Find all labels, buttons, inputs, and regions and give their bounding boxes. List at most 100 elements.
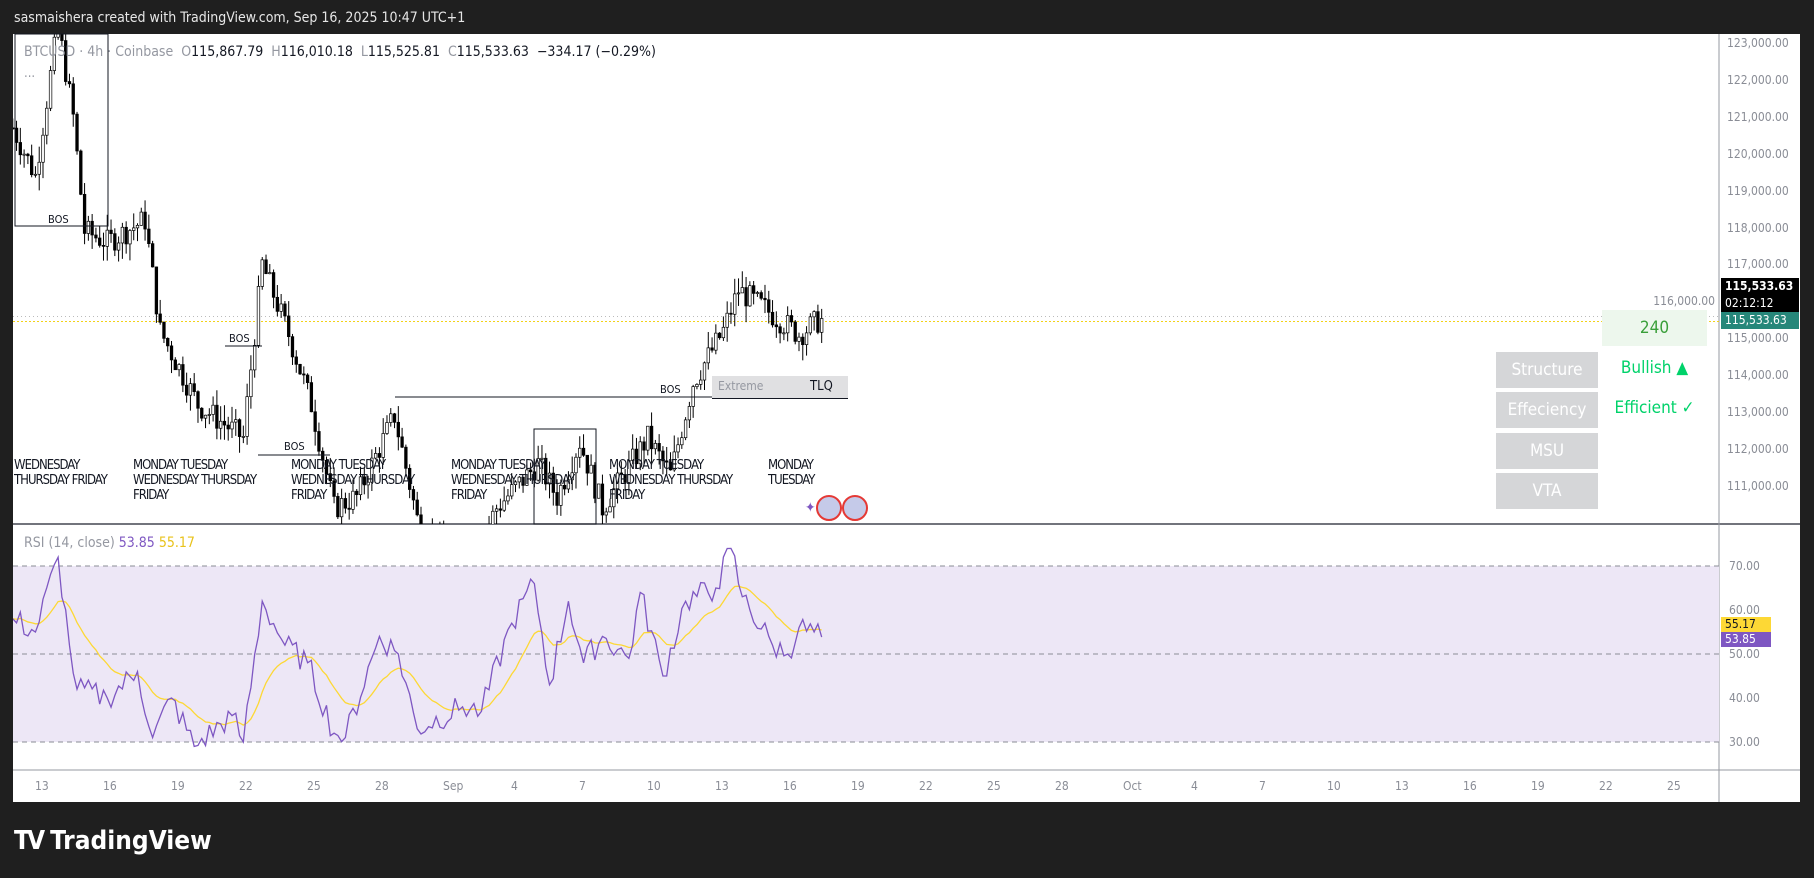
candle bbox=[695, 384, 699, 387]
candle bbox=[623, 474, 627, 483]
candle bbox=[287, 315, 291, 338]
close-value: 115,533.63 bbox=[456, 44, 529, 60]
candle bbox=[230, 421, 234, 430]
bos-label: BOS bbox=[660, 383, 681, 396]
rsi-name[interactable]: RSI (14, close) bbox=[24, 535, 115, 551]
tradingview-logo[interactable]: 𝗧𝗩 TradingView bbox=[14, 826, 212, 856]
price-tick: 121,000.00 bbox=[1727, 109, 1789, 124]
low-value: 115,525.81 bbox=[367, 44, 440, 60]
day-label: MONDAY TUESDAY WEDNESDAY THURSDAY FRIDAY bbox=[291, 458, 415, 503]
candle bbox=[109, 229, 113, 235]
candle bbox=[476, 556, 479, 565]
candle bbox=[271, 272, 276, 298]
time-tick: 19 bbox=[1531, 779, 1545, 793]
candle bbox=[294, 356, 298, 365]
candle bbox=[188, 383, 193, 396]
time-tick: 16 bbox=[103, 779, 117, 793]
chart-caption: sasmaishera created with TradingView.com… bbox=[14, 10, 466, 26]
structure-label: Structure bbox=[1496, 352, 1598, 388]
candle bbox=[139, 211, 143, 226]
candle bbox=[298, 363, 302, 375]
candle bbox=[237, 419, 242, 437]
candle bbox=[566, 479, 571, 490]
candle bbox=[767, 299, 771, 313]
candle bbox=[120, 226, 125, 244]
candle bbox=[305, 374, 310, 383]
candle bbox=[517, 476, 521, 483]
symbol-info[interactable]: BTCUSD · 4h · Coinbase bbox=[24, 44, 174, 60]
brand-name: TradingView bbox=[50, 826, 212, 856]
msu-label: MSU bbox=[1496, 433, 1598, 469]
candle bbox=[740, 287, 744, 294]
candle bbox=[389, 413, 393, 423]
candle bbox=[604, 511, 608, 516]
candle bbox=[400, 436, 404, 448]
range-box bbox=[533, 428, 597, 525]
time-tick: 16 bbox=[1463, 779, 1477, 793]
efficiency-value: Efficient ✓ bbox=[1614, 398, 1695, 418]
candle bbox=[513, 481, 518, 485]
more-button[interactable]: ... bbox=[24, 66, 36, 81]
close-label: C bbox=[447, 44, 457, 60]
day-label: MONDAY TUESDAY WEDNESDAY THURSDAY FRIDAY bbox=[133, 458, 257, 503]
candle bbox=[816, 311, 820, 333]
candle bbox=[343, 498, 348, 509]
candle bbox=[439, 536, 442, 552]
candle bbox=[774, 324, 778, 328]
candle bbox=[608, 506, 612, 513]
candle bbox=[392, 413, 397, 423]
candle bbox=[797, 336, 801, 342]
candle bbox=[82, 193, 87, 234]
candle bbox=[683, 419, 688, 439]
candle bbox=[804, 332, 809, 346]
candle bbox=[283, 303, 287, 317]
candle bbox=[484, 534, 487, 550]
candle bbox=[491, 510, 495, 524]
candle bbox=[786, 315, 790, 334]
bos-label: BOS bbox=[48, 213, 69, 226]
rsi-value: 53.85 bbox=[118, 535, 155, 551]
candle bbox=[219, 420, 223, 429]
time-tick: 7 bbox=[579, 779, 586, 793]
candle bbox=[64, 40, 68, 82]
candle bbox=[665, 460, 669, 463]
candle bbox=[48, 70, 53, 109]
candle bbox=[56, 34, 60, 38]
candle bbox=[332, 480, 336, 497]
candle bbox=[619, 472, 623, 475]
candle bbox=[22, 153, 26, 156]
candle bbox=[13, 127, 15, 130]
time-tick: 4 bbox=[1191, 779, 1198, 793]
candle bbox=[525, 469, 529, 486]
price-tick: 115,000.00 bbox=[1727, 331, 1789, 346]
events-icon[interactable]: ✦ bbox=[805, 495, 868, 521]
time-tick: 22 bbox=[239, 779, 253, 793]
bar-countdown: 02:12:12 bbox=[1725, 296, 1774, 310]
candle bbox=[79, 150, 83, 195]
candle bbox=[370, 457, 374, 483]
candle bbox=[653, 443, 658, 450]
candle bbox=[612, 488, 616, 508]
candle bbox=[751, 285, 756, 294]
candle bbox=[431, 534, 434, 544]
price-tick: 118,000.00 bbox=[1727, 220, 1789, 235]
candle bbox=[419, 514, 423, 524]
time-tick: 4 bbox=[511, 779, 518, 793]
rsi-pane bbox=[13, 547, 823, 748]
candle bbox=[67, 81, 72, 85]
time-tick: 22 bbox=[919, 779, 933, 793]
candle bbox=[600, 483, 605, 516]
candle bbox=[33, 173, 38, 176]
candle bbox=[279, 303, 283, 312]
candle bbox=[763, 297, 767, 301]
candle bbox=[158, 313, 162, 323]
candles bbox=[13, 34, 824, 565]
candle bbox=[729, 312, 733, 315]
price-tick: 113,000.00 bbox=[1727, 405, 1789, 419]
candle bbox=[551, 472, 555, 493]
time-tick: 10 bbox=[647, 779, 661, 793]
candle bbox=[26, 153, 30, 157]
candle bbox=[128, 230, 132, 245]
candle bbox=[60, 34, 64, 41]
